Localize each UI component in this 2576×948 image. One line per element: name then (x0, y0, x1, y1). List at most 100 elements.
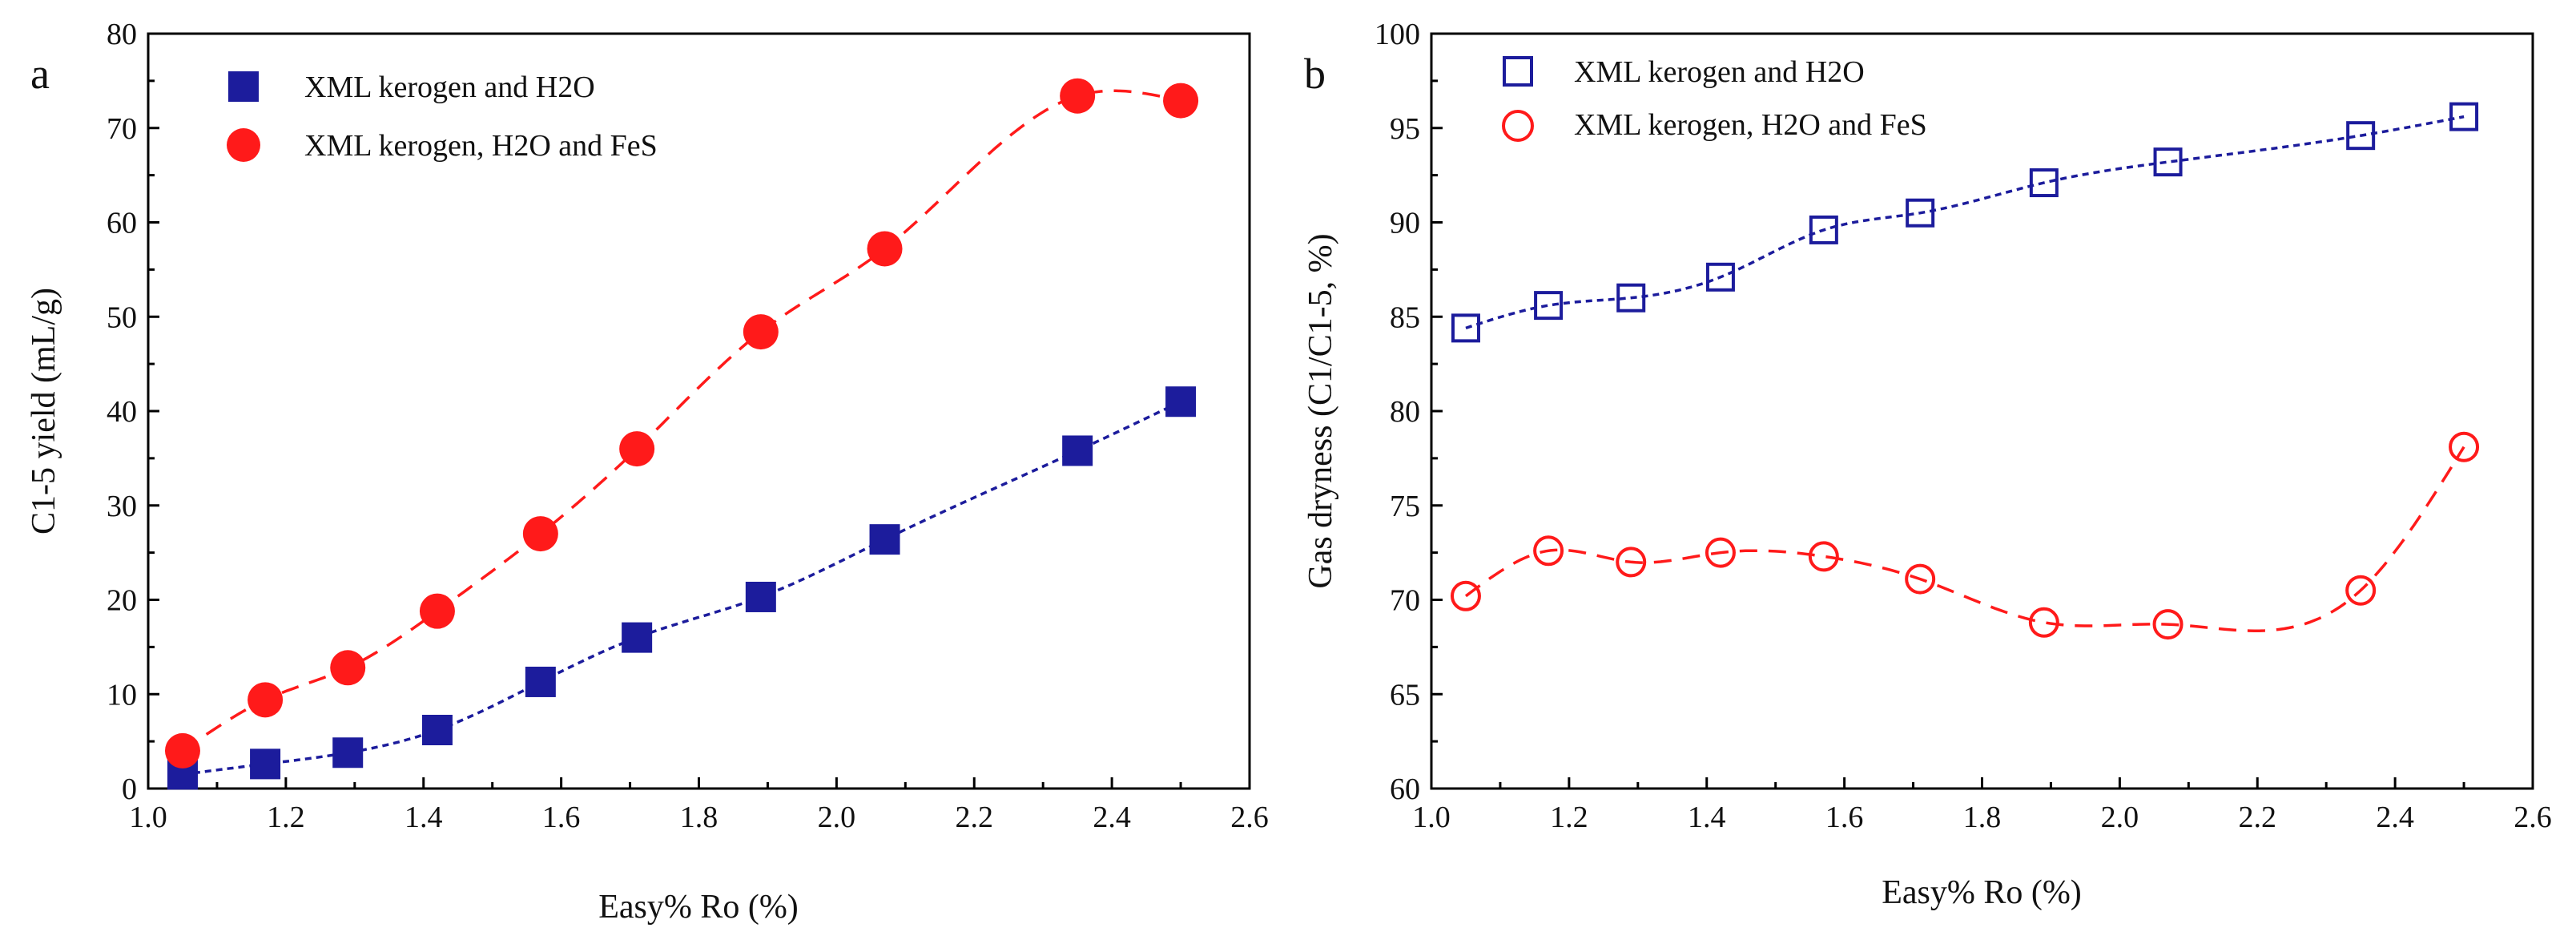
legend-a-label-series-1: XML kerogen and H2O (304, 71, 595, 104)
data-point-series-2 (2028, 607, 2059, 638)
y-tick-label: 60 (1390, 773, 1420, 806)
data-point-series-1 (622, 622, 653, 653)
x-tick-label: 2.4 (2376, 801, 2414, 834)
legend-b-marker-series-2 (1502, 110, 1534, 142)
panel-b-x-ticks: 1.0 1.2 1.4 1.6 1.8 2.0 2.2 2.4 2.6 (1412, 777, 2552, 834)
x-tick-label: 2.0 (818, 801, 856, 834)
panel-a-y-axis-title: C1-5 yield (mL/g) (26, 288, 62, 535)
x-tick-label: 2.6 (2514, 801, 2552, 834)
y-tick-label: 10 (107, 678, 137, 712)
legend-a-marker-series-2 (227, 128, 260, 162)
panel-b-x-axis-title: Easy% Ro (%) (1882, 874, 2082, 911)
panel-a-x-axis-title: Easy% Ro (%) (598, 889, 799, 926)
panel-b-letter: b (1304, 50, 1326, 98)
data-point-series-2 (867, 231, 903, 267)
y-tick-label: 80 (1390, 395, 1420, 429)
data-point-series-1 (1451, 313, 1480, 343)
legend-b-label-series-1: XML kerogen and H2O (1574, 55, 1865, 89)
data-point-series-1 (421, 714, 453, 745)
data-point-series-2 (1533, 535, 1564, 567)
data-point-series-2 (330, 650, 366, 686)
data-point-series-1 (869, 524, 900, 555)
x-tick-label: 1.4 (405, 801, 443, 834)
panel-b-fit-lines (1464, 115, 2465, 632)
y-tick-label: 90 (1390, 207, 1420, 240)
data-point-series-2 (522, 516, 558, 552)
data-point-series-2 (164, 732, 200, 768)
panel-a-x-ticks: 1.0 1.2 1.4 1.6 1.8 2.0 2.2 2.4 2.6 (129, 777, 1269, 834)
x-tick-label: 2.4 (1093, 801, 1131, 834)
panel-a: a 1.0 1.2 1.4 1.6 1.8 2.0 2.2 2.4 2.6 0 10 20 30 40 5… (26, 18, 1269, 926)
data-point-series-2 (2152, 609, 2184, 640)
y-tick-label: 95 (1390, 112, 1420, 146)
x-tick-label: 1.2 (1550, 801, 1588, 834)
data-point-series-2 (1705, 537, 1736, 568)
data-point-series-1 (2029, 168, 2059, 198)
data-point-series-1 (2346, 121, 2376, 151)
x-tick-label: 1.8 (680, 801, 718, 834)
data-point-series-2 (1163, 83, 1199, 119)
y-tick-label: 75 (1390, 490, 1420, 523)
legend-b-label-series-2: XML kerogen, H2O and FeS (1574, 108, 1927, 142)
fit-line-series-1 (182, 400, 1181, 777)
y-tick-label: 65 (1390, 678, 1420, 712)
data-point-series-2 (743, 314, 779, 350)
data-point-series-1 (1705, 262, 1735, 292)
data-point-series-1 (250, 748, 281, 780)
data-point-series-1 (745, 581, 776, 612)
x-tick-label: 1.6 (1825, 801, 1864, 834)
legend-a-label-series-2: XML kerogen, H2O and FeS (304, 129, 658, 163)
y-tick-label: 70 (107, 112, 137, 146)
data-point-series-1 (1062, 435, 1093, 466)
panel-b: b 1.0 1.2 1.4 1.6 1.8 2.0 2.2 2.4 2.6 60 65 70 75 80… (1302, 18, 2552, 911)
panel-a-y-ticks: 0 10 20 30 40 50 60 70 80 (107, 18, 159, 806)
data-point-series-2 (419, 593, 455, 629)
x-tick-label: 1.2 (267, 801, 305, 834)
y-tick-label: 40 (107, 395, 137, 429)
x-tick-label: 2.0 (2101, 801, 2139, 834)
y-tick-label: 60 (107, 207, 137, 240)
data-point-series-1 (2153, 147, 2183, 177)
panel-a-letter: a (30, 50, 50, 98)
panel-a-legend: XML kerogen and H2O XML kerogen, H2O and… (227, 71, 658, 163)
x-tick-label: 2.2 (956, 801, 994, 834)
data-point-series-2 (1905, 563, 1936, 595)
y-tick-label: 0 (122, 773, 137, 806)
y-tick-label: 85 (1390, 301, 1420, 334)
panel-b-y-ticks: 60 65 70 75 80 85 90 95 100 (1375, 18, 1443, 806)
data-point-series-1 (1616, 283, 1646, 313)
legend-b-marker-series-1 (1503, 56, 1533, 87)
panel-b-legend: XML kerogen and H2O XML kerogen, H2O and… (1502, 55, 1927, 142)
y-tick-label: 20 (107, 584, 137, 618)
data-point-series-2 (2449, 431, 2480, 462)
x-tick-label: 1.6 (542, 801, 581, 834)
data-point-series-2 (1808, 541, 1839, 572)
x-tick-label: 1.8 (1963, 801, 2002, 834)
y-tick-label: 80 (107, 18, 137, 51)
data-point-series-2 (1060, 78, 1096, 114)
data-point-series-2 (619, 431, 655, 467)
data-point-series-1 (332, 737, 364, 768)
fit-line-series-1 (1465, 115, 2465, 330)
fit-line-series-2 (182, 89, 1181, 752)
y-tick-label: 50 (107, 301, 137, 334)
panel-b-y-axis-title: Gas dryness (C1/C1-5, %) (1302, 233, 1339, 588)
data-point-series-1 (2449, 102, 2479, 131)
data-point-series-1 (525, 666, 556, 697)
x-tick-label: 1.0 (1412, 801, 1451, 834)
panel-b-markers (1450, 102, 2480, 640)
data-point-series-1 (1809, 215, 1838, 244)
x-tick-label: 1.0 (129, 801, 167, 834)
data-point-series-2 (1450, 580, 1481, 611)
y-tick-label: 100 (1375, 18, 1420, 51)
x-tick-label: 2.2 (2239, 801, 2277, 834)
x-tick-label: 2.6 (1230, 801, 1269, 834)
data-point-series-2 (1616, 547, 1647, 578)
panel-a-markers (164, 78, 1199, 790)
data-point-series-1 (1906, 198, 1935, 228)
y-tick-label: 70 (1390, 584, 1420, 618)
legend-a-marker-series-1 (228, 71, 259, 102)
y-tick-label: 30 (107, 490, 137, 523)
data-point-series-2 (248, 682, 284, 718)
